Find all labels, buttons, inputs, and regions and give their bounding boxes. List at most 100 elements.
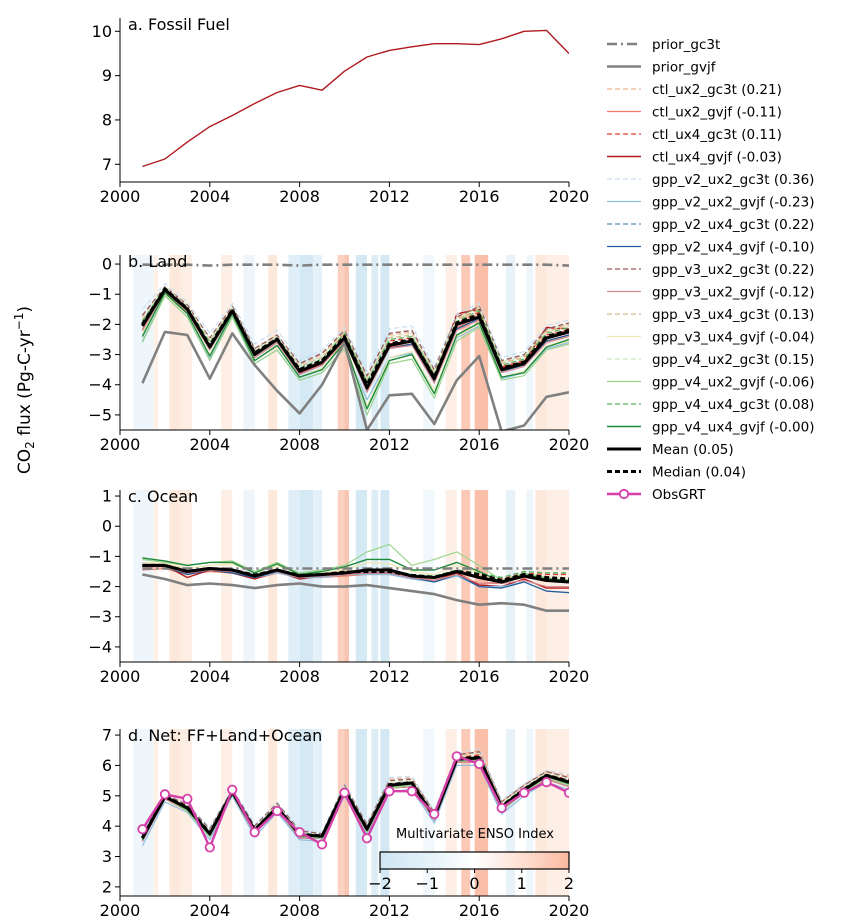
x-tick-label: 2000	[100, 901, 141, 920]
enso-band	[355, 490, 367, 662]
colorbar-tick-label: −2	[368, 874, 392, 893]
legend-label: ctl_ux2_gc3t (0.21)	[652, 82, 782, 98]
enso-band	[380, 729, 390, 896]
panel-2: 2000 2004 2008 2012 2016 2020 0 −1 −2 −3 −4 −5 b. La…	[88, 252, 589, 454]
legend-entry: Mean (0.05)	[607, 442, 734, 458]
legend-label: gpp_v3_ux4_gc3t (0.13)	[652, 307, 814, 323]
obs-marker	[361, 833, 373, 844]
obs-marker	[137, 824, 148, 835]
legend-label: gpp_v2_ux4_gvjf (-0.10)	[652, 240, 815, 256]
legend-label: gpp_v2_ux4_gc3t (0.22)	[652, 217, 814, 233]
y-axis-label-co: CO	[15, 449, 35, 474]
legend-entry: ObsGRT	[607, 487, 706, 503]
enso-band	[474, 255, 489, 430]
obs-marker	[227, 784, 238, 795]
legend-label: ctl_ux2_gvjf (-0.11)	[652, 105, 782, 121]
legend-label: gpp_v3_ux2_gc3t (0.22)	[652, 262, 814, 278]
x-tick-label: 2004	[189, 901, 230, 920]
series-lines	[137, 748, 569, 853]
legend-entry: gpp_v2_ux2_gc3t (0.36)	[607, 172, 814, 188]
legend-label: gpp_v4_ux2_gc3t (0.15)	[652, 352, 814, 368]
y-tick-label: −3	[88, 345, 112, 364]
x-tick-label: 2016	[459, 901, 500, 920]
legend-entry: gpp_v4_ux4_gvjf (-0.00)	[607, 420, 815, 436]
legend-entry: ctl_ux4_gvjf (-0.03)	[607, 150, 782, 166]
enso-band	[380, 490, 390, 662]
legend-label: ctl_ux4_gvjf (-0.03)	[652, 150, 782, 166]
enso-band	[546, 729, 569, 896]
enso-band	[288, 255, 300, 430]
legend-entry: gpp_v3_ux4_gc3t (0.13)	[607, 307, 814, 323]
x-tick-label: 2008	[279, 435, 320, 454]
legend-entry: gpp_v3_ux4_gvjf (-0.04)	[607, 330, 815, 346]
x-tick-label: 2008	[279, 667, 320, 686]
enso-band	[535, 729, 547, 896]
x-tick-label: 2008	[279, 901, 320, 920]
obs-marker	[204, 842, 215, 853]
x-tick-label: 2020	[549, 667, 590, 686]
y-tick-label: −1	[88, 547, 112, 566]
enso-band	[288, 729, 300, 896]
y-axis-label-flux: flux (Pg-C-yr	[15, 330, 35, 441]
legend-entry: prior_gc3t	[607, 37, 720, 53]
series-line	[141, 748, 569, 835]
y-tick-label: 10	[92, 22, 112, 41]
series-line	[142, 29, 569, 168]
y-tick-label: 2	[102, 877, 112, 896]
y-axis-label-sup: −1	[12, 313, 26, 331]
series-line	[141, 751, 569, 836]
legend-entry: gpp_v3_ux2_gvjf (-0.12)	[607, 285, 815, 301]
legend-entry: gpp_v3_ux2_gc3t (0.22)	[607, 262, 814, 278]
obs-marker	[451, 751, 462, 762]
y-tick-label: 0	[102, 255, 112, 274]
series-line	[142, 563, 569, 584]
panel-title: b. Land	[128, 252, 187, 271]
legend-label: Median (0.04)	[652, 465, 746, 481]
colorbar-tick-label: 2	[564, 874, 574, 893]
y-tick-label: −1	[88, 285, 112, 304]
enso-band	[313, 255, 323, 430]
legend-entry: gpp_v4_ux2_gvjf (-0.06)	[607, 375, 815, 391]
obs-marker	[518, 787, 530, 798]
enso-band	[526, 255, 534, 430]
x-tick-label: 2016	[459, 435, 500, 454]
series-line	[141, 751, 569, 836]
y-axis-label-sub: 2	[23, 441, 37, 449]
series-line	[141, 288, 569, 390]
x-tick-label: 2012	[369, 901, 410, 920]
panel-4: 2000 2004 2008 2012 2016 2020 7 6 5 4 3 2 d. Net: FF…	[100, 726, 590, 920]
y-tick-label: 4	[102, 817, 112, 836]
x-tick-label: 2016	[459, 667, 500, 686]
y-tick-label: 7	[102, 155, 112, 174]
enso-band	[461, 255, 471, 430]
enso-band	[506, 490, 516, 662]
colorbar-tick-label: 0	[469, 874, 479, 893]
enso-band	[506, 729, 516, 896]
obs-marker	[249, 827, 260, 838]
legend-label: gpp_v2_ux2_gvjf (-0.23)	[652, 195, 815, 211]
series-line	[141, 755, 569, 849]
series-line	[142, 263, 569, 267]
x-tick-label: 2008	[279, 187, 320, 206]
y-tick-label: −2	[88, 315, 112, 334]
y-axis-label-close: )	[15, 306, 35, 313]
y-axis-label: CO2 flux (Pg-C-yr−1)	[12, 306, 37, 474]
y-tick-label: −4	[88, 637, 112, 656]
x-tick-label: 2020	[549, 187, 590, 206]
series-line	[141, 330, 569, 430]
y-tick-label: −4	[88, 375, 112, 394]
legend-label: gpp_v3_ux2_gvjf (-0.12)	[652, 285, 815, 301]
legend-marker	[618, 488, 630, 500]
obs-marker	[272, 805, 283, 817]
enso-band	[474, 490, 489, 662]
enso-band	[313, 729, 323, 896]
legend-label: gpp_v3_ux4_gvjf (-0.04)	[652, 330, 815, 346]
colorbar-tick-label: −1	[415, 874, 439, 893]
panel-1: 2000 2004 2008 2012 2016 2020 7 8 9 10 a. Fossil F…	[92, 15, 590, 206]
enso-band	[243, 729, 255, 896]
colorbar-bar	[379, 851, 570, 870]
legend-label: gpp_v2_ux2_gc3t (0.36)	[652, 172, 814, 188]
legend-entry: prior_gvjf	[607, 60, 717, 76]
